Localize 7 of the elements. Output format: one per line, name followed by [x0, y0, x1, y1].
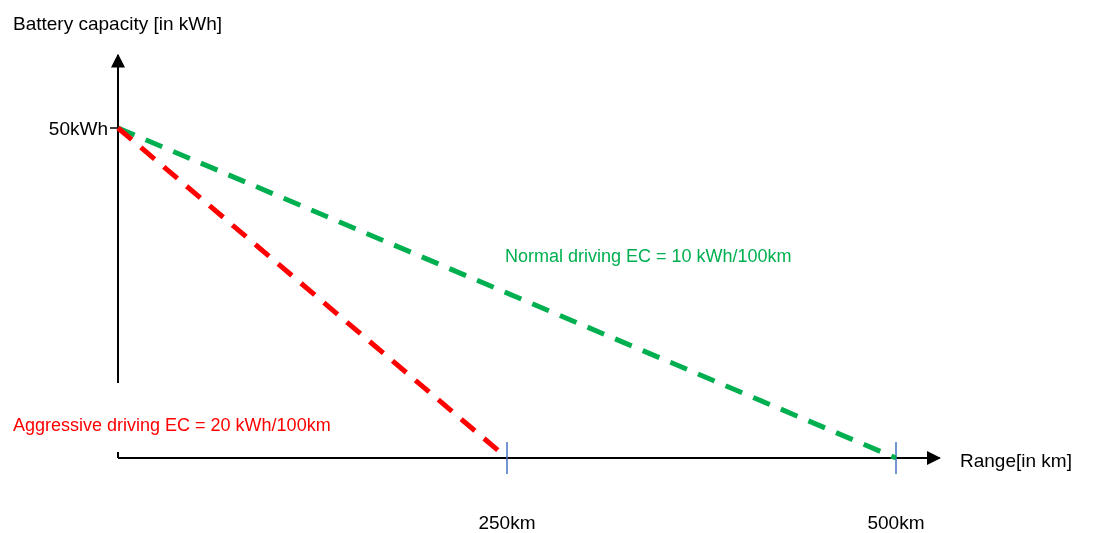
x-tick-label: 500km: [867, 512, 925, 533]
x-tick-label: 250km: [478, 512, 536, 533]
text: Aggressive driving EC = 20 kWh/100km: [13, 415, 331, 435]
x-axis-title: Range[in km]: [960, 450, 1072, 471]
y-axis-title: Battery capacity [in kWh]: [13, 13, 223, 34]
annotation: 50kWh: [48, 118, 108, 139]
series-label: Normal driving EC = 10 kWh/100km: [505, 246, 792, 266]
